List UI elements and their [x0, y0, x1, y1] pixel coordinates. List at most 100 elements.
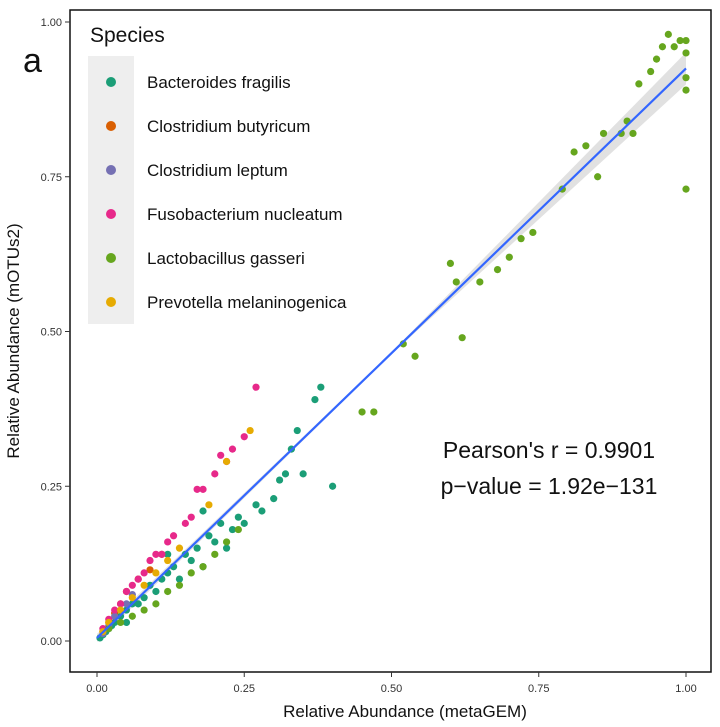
data-point — [452, 278, 460, 286]
data-point — [299, 470, 307, 478]
legend-label: Bacteroides fragilis — [147, 73, 291, 92]
data-point — [329, 482, 337, 490]
data-point — [199, 485, 207, 493]
data-point — [116, 618, 125, 627]
legend-key — [106, 297, 116, 307]
data-point — [635, 80, 643, 88]
data-point — [599, 129, 608, 138]
legend-items: Bacteroides fragilis Clostridium butyricu… — [106, 73, 347, 312]
data-point — [205, 501, 213, 509]
data-point — [193, 485, 201, 493]
data-point — [652, 55, 661, 63]
legend-key — [106, 209, 116, 219]
data-point — [122, 587, 131, 596]
legend-label: Clostridium leptum — [147, 161, 288, 180]
data-point — [517, 235, 525, 243]
data-point — [228, 445, 237, 453]
fit-line-layer — [96, 67, 687, 639]
data-point — [146, 556, 154, 565]
data-point — [582, 142, 590, 150]
data-point — [658, 43, 667, 51]
data-point — [358, 408, 366, 416]
legend-key — [106, 121, 116, 131]
data-point — [140, 594, 148, 602]
data-point — [682, 74, 690, 82]
y-tick-label: 0.00 — [41, 636, 62, 648]
y-tick-label: 1.00 — [41, 17, 62, 29]
data-point — [122, 600, 131, 608]
data-point — [187, 569, 195, 577]
data-point — [152, 569, 160, 577]
data-point — [116, 600, 125, 608]
data-point — [134, 600, 142, 608]
y-tick-label: 0.75 — [41, 172, 62, 184]
data-point — [293, 426, 301, 435]
data-point — [240, 433, 248, 441]
data-point — [128, 581, 136, 589]
data-point — [258, 507, 266, 515]
data-point — [211, 538, 219, 546]
x-tick-label: 0.75 — [528, 683, 549, 695]
data-point — [140, 606, 148, 614]
legend-key-background — [88, 56, 134, 324]
data-points — [96, 30, 690, 642]
data-point — [222, 544, 231, 552]
data-point — [222, 538, 231, 546]
panel-label: a — [23, 42, 42, 80]
data-point — [217, 451, 225, 459]
data-point — [199, 563, 207, 571]
data-point — [187, 513, 195, 521]
data-point — [175, 575, 184, 583]
data-point — [217, 519, 225, 527]
data-point — [116, 606, 125, 614]
legend-label: Prevotella melaninogenica — [147, 293, 347, 312]
data-point — [670, 43, 678, 51]
data-point — [476, 278, 484, 286]
data-point — [682, 49, 690, 57]
data-point — [169, 532, 178, 540]
data-point — [664, 30, 672, 38]
data-point — [146, 566, 154, 574]
data-point — [158, 550, 166, 558]
data-point — [529, 228, 537, 237]
data-point — [175, 581, 184, 589]
stat-pearson: Pearson's r = 0.9901 — [443, 437, 655, 463]
legend-label: Fusobacterium nucleatum — [147, 205, 343, 224]
data-point — [164, 587, 172, 596]
data-point — [234, 525, 242, 534]
data-point — [122, 618, 131, 627]
legend-title: Species — [90, 24, 165, 47]
data-point — [281, 470, 290, 478]
data-point — [140, 581, 148, 589]
y-tick-label: 0.25 — [41, 481, 62, 493]
data-point — [311, 395, 319, 404]
data-point — [493, 266, 502, 274]
x-tick-label: 0.25 — [234, 683, 255, 695]
stat-pvalue: p−value = 1.92e−131 — [441, 473, 658, 499]
data-point — [152, 550, 160, 558]
data-point — [252, 383, 260, 391]
x-axis-title: Relative Abundance (metaGEM) — [283, 702, 527, 721]
legend-key — [106, 165, 116, 175]
x-tick-label: 0.50 — [381, 683, 402, 695]
data-point — [128, 594, 136, 602]
y-tick-label: 0.50 — [41, 327, 62, 339]
legend: Species Bacteroides fragilis Clostridium … — [88, 24, 347, 324]
data-point — [128, 612, 136, 620]
data-point — [317, 383, 325, 391]
data-point — [134, 575, 142, 583]
x-tick-label: 1.00 — [675, 683, 696, 695]
data-point — [676, 36, 684, 45]
watermark-text: 知乎 @谷禾健康 — [555, 685, 665, 703]
data-point — [682, 86, 690, 94]
legend-label: Clostridium butyricum — [147, 117, 310, 136]
data-point — [164, 538, 172, 546]
data-point — [111, 606, 119, 614]
data-point — [111, 618, 119, 627]
data-point — [181, 550, 189, 558]
data-point — [228, 525, 237, 534]
data-point — [199, 507, 207, 515]
data-point — [211, 550, 219, 558]
legend-key — [106, 77, 116, 87]
data-point — [175, 544, 184, 552]
